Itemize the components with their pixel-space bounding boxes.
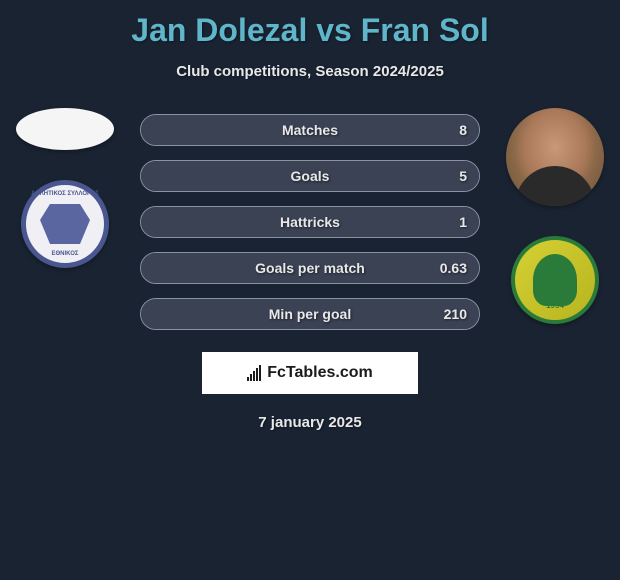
player-left-avatar <box>16 108 114 150</box>
player-right-avatar <box>506 108 604 206</box>
stat-label: Goals <box>141 168 479 184</box>
club-badge-shape-icon <box>40 204 90 244</box>
page-title: Jan Dolezal vs Fran Sol <box>0 0 620 49</box>
stat-row: Min per goal210 <box>140 298 480 330</box>
left-player-column: ΑΘΛΗΤΙΚΟΣ ΣΥΛΛΟΓΟΣ ΕΘΝΙΚΟΣ <box>10 108 120 268</box>
stats-list: Matches8 Goals5 Hattricks1 Goals per match0… <box>140 108 480 330</box>
club-badge-year: 1994 <box>546 301 564 310</box>
snapshot-date: 7 january 2025 <box>0 414 620 431</box>
club-badge-text-bottom: ΕΘΝΙΚΟΣ <box>52 251 79 257</box>
stat-row: Hattricks1 <box>140 206 480 238</box>
stat-row: Goals per match0.63 <box>140 252 480 284</box>
chart-icon <box>247 365 261 381</box>
branding-box: FcTables.com <box>202 352 418 394</box>
right-player-column: 1994 <box>500 108 610 324</box>
comparison-content: ΑΘΛΗΤΙΚΟΣ ΣΥΛΛΟΓΟΣ ΕΘΝΙΚΟΣ 1994 Matches8… <box>0 108 620 330</box>
club-badge-text-top: ΑΘΛΗΤΙΚΟΣ ΣΥΛΛΟΓΟΣ <box>31 191 99 197</box>
stat-value-right: 1 <box>459 214 467 230</box>
player-right-club-badge: 1994 <box>511 236 599 324</box>
stat-row: Matches8 <box>140 114 480 146</box>
stat-label: Matches <box>141 122 479 138</box>
club-badge-profile-icon <box>533 254 577 306</box>
page-subtitle: Club competitions, Season 2024/2025 <box>0 63 620 80</box>
stat-label: Hattricks <box>141 214 479 230</box>
stat-value-right: 5 <box>459 168 467 184</box>
stat-value-right: 210 <box>444 306 467 322</box>
stat-label: Min per goal <box>141 306 479 322</box>
player-left-club-badge: ΑΘΛΗΤΙΚΟΣ ΣΥΛΛΟΓΟΣ ΕΘΝΙΚΟΣ <box>21 180 109 268</box>
stat-value-right: 8 <box>459 122 467 138</box>
stat-row: Goals5 <box>140 160 480 192</box>
branding-text: FcTables.com <box>267 364 373 382</box>
stat-label: Goals per match <box>141 260 479 276</box>
stat-value-right: 0.63 <box>440 260 467 276</box>
